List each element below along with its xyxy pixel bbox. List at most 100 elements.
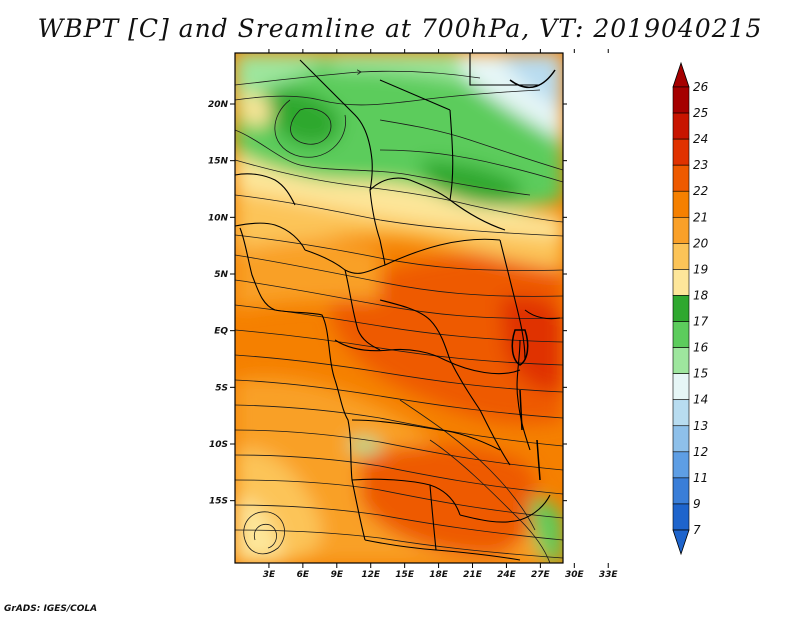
colorbar-swatch: [672, 451, 690, 479]
colorbar-swatch: [672, 295, 690, 322]
lake-tanganyika: [519, 389, 523, 431]
border: [449, 109, 454, 201]
streamline: [235, 504, 563, 541]
colorbar-swatch: [672, 112, 690, 140]
field-14-northeast: [500, 53, 563, 110]
colorbar-label: 26: [693, 80, 709, 94]
lon-tick-label: 3E: [263, 570, 276, 580]
streamline: [235, 429, 563, 471]
lon-tick-label: 33E: [599, 570, 619, 580]
field-16-northwest: [235, 53, 330, 100]
colorbar-label: 15: [693, 367, 708, 381]
streamline: [274, 99, 347, 158]
lon-tick-label: 12E: [361, 570, 381, 580]
streamline: [235, 529, 563, 559]
lakes: [509, 69, 556, 481]
colorbar-swatch: [672, 503, 690, 531]
colorbar-label: 7: [693, 523, 701, 537]
colorbar-swatch: [672, 373, 690, 401]
longitude-axis: 3E 6E 9E 12E 15E 18E 21E 24E 27E 30E 33E: [263, 49, 619, 580]
lat-tick-label: 5N: [214, 270, 228, 280]
border: [449, 199, 506, 231]
lat-tick-label: EQ: [214, 327, 228, 337]
border: [429, 484, 437, 551]
colorbar-label: 22: [693, 184, 708, 198]
streamlines: [235, 71, 563, 563]
streamline: [235, 89, 541, 106]
streamline: [235, 479, 563, 519]
streamline: [379, 119, 563, 171]
colorbar-swatch: [672, 216, 690, 244]
border: [516, 339, 531, 451]
colorbar-swatch: [672, 399, 690, 427]
colorbar-swatch: [672, 164, 690, 192]
lat-tick-label: 10N: [208, 213, 229, 223]
colorbar-label: 11: [693, 471, 708, 485]
border: [379, 79, 451, 111]
streamline: [235, 71, 481, 86]
lon-tick-label: 15E: [395, 570, 415, 580]
border: [459, 494, 551, 523]
lat-tick-label: 15S: [209, 497, 228, 507]
colorbar-label: 25: [693, 106, 708, 120]
wbpt-field: [235, 53, 563, 563]
borders: [235, 53, 561, 561]
red-sea-coast: [509, 69, 556, 89]
colorbar-label: 14: [693, 393, 708, 407]
colorbar-label: 18: [693, 288, 709, 302]
colorbar-label: 19: [693, 262, 708, 276]
colorbar-label: 21: [693, 210, 708, 224]
lake-malawi: [536, 439, 541, 481]
field-23-core: [330, 250, 563, 424]
lat-tick-label: 15N: [208, 157, 229, 167]
streamline: [235, 129, 531, 196]
lat-tick-label: 20N: [208, 100, 229, 110]
colorbar-swatch: [672, 86, 690, 114]
lon-tick-label: 30E: [565, 570, 585, 580]
latitude-axis: 20N 15N 10N 5N EQ 5S 10S 15S: [208, 100, 567, 507]
streamline: [235, 379, 563, 419]
border: [344, 269, 381, 351]
colorbar-swatch: [672, 243, 690, 270]
lat-tick-label: 5S: [215, 383, 228, 393]
colorbar-label: 13: [693, 419, 708, 433]
border: [499, 239, 526, 361]
streamline: [235, 454, 563, 495]
colorbar-label: 16: [693, 341, 709, 355]
border: [334, 339, 521, 375]
field-16-patch: [350, 438, 382, 454]
colorbar-swatch: [672, 425, 690, 453]
streamline: [235, 194, 563, 237]
border: [379, 299, 451, 361]
lon-tick-label: 21E: [463, 570, 483, 580]
field-24-east: [500, 296, 563, 391]
border: [369, 189, 386, 266]
colorbar-label: 24: [693, 132, 708, 146]
colorbar: 26 25 24 23 22 21 20 19 18 17 16 15 14 13 12 11 9 7: [672, 61, 709, 556]
map-border: [234, 52, 564, 564]
streamline: [235, 254, 563, 297]
colorbar-label: 23: [693, 158, 708, 172]
streamline: [235, 354, 563, 393]
streamline: [235, 234, 563, 271]
field-18-northeast: [420, 160, 521, 207]
colorbar-swatch: [672, 321, 690, 348]
border: [235, 222, 306, 251]
border: [235, 173, 296, 206]
colorbar-bottom-arrow: [672, 529, 690, 556]
streamline: [399, 399, 536, 531]
border: [351, 419, 501, 451]
lon-tick-label: 27E: [531, 570, 551, 580]
border: [364, 539, 521, 561]
lake-victoria: [511, 329, 529, 366]
colorbar-swatch: [672, 477, 690, 505]
streamline: [235, 279, 563, 319]
coastline: [239, 227, 366, 541]
colorbar-label: 12: [693, 445, 708, 459]
footer-credit: GrADS: IGES/COLA: [4, 604, 98, 614]
colorbar-label: 20: [693, 236, 709, 250]
colorbar-swatch: [672, 269, 690, 296]
lon-tick-label: 18E: [429, 570, 449, 580]
